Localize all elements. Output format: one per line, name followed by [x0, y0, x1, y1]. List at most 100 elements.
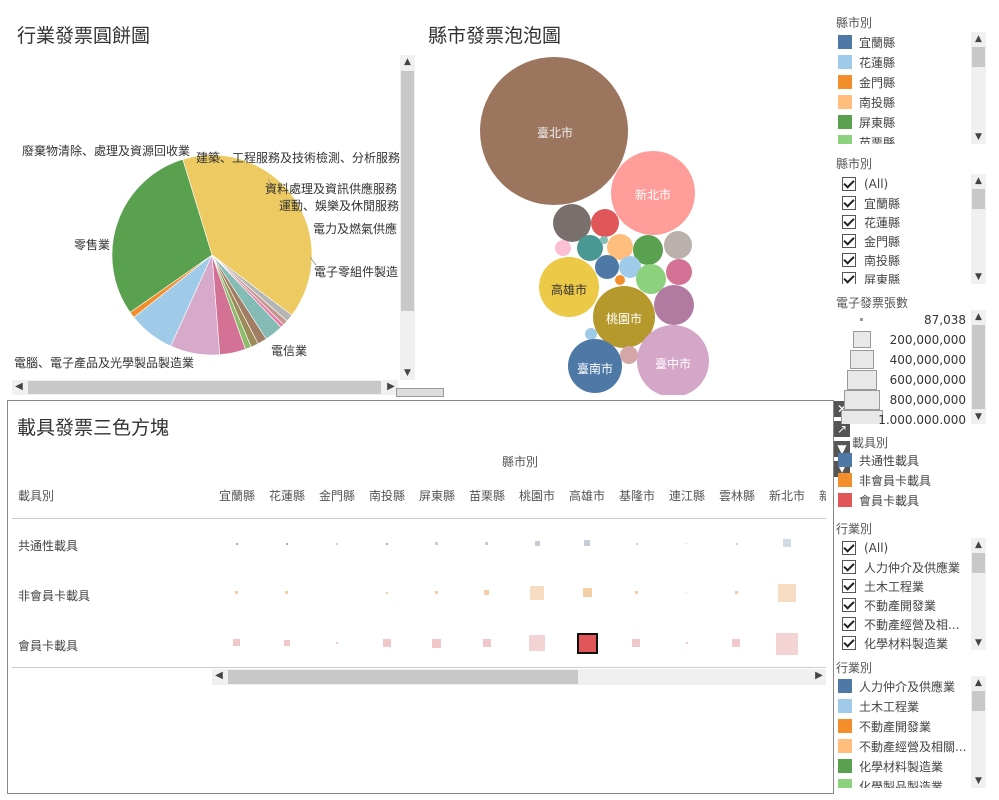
legend-item[interactable]: 南投縣: [838, 92, 895, 112]
checkbox-checked-icon[interactable]: [842, 560, 856, 574]
legend-item[interactable]: 金門縣: [838, 72, 895, 92]
filter-item[interactable]: (All): [842, 174, 888, 194]
bubble[interactable]: [654, 285, 694, 325]
scroll-right-icon[interactable]: ▶: [815, 670, 823, 681]
filter-item[interactable]: 宜蘭縣: [842, 193, 900, 213]
scroll-up-icon[interactable]: ▲: [975, 176, 982, 186]
cell-mark[interactable]: [529, 635, 545, 651]
cell-mark[interactable]: [284, 640, 290, 646]
legend-item[interactable]: 不動產開發業: [838, 716, 931, 736]
cell-mark[interactable]: [583, 588, 592, 597]
filter-item[interactable]: 人力仲介及供應業: [842, 557, 960, 577]
cell-mark[interactable]: [233, 639, 240, 646]
legend-item[interactable]: 苗栗縣: [838, 132, 895, 144]
cell-mark[interactable]: [636, 543, 638, 545]
cell-mark[interactable]: [686, 543, 687, 544]
checkbox-checked-icon[interactable]: [842, 541, 856, 555]
cell-mark[interactable]: [686, 642, 688, 644]
legend-item[interactable]: 會員卡載具: [838, 490, 919, 510]
cell-mark[interactable]: [435, 542, 438, 545]
scroll-up-icon[interactable]: ▲: [975, 540, 982, 550]
checkbox-checked-icon[interactable]: [842, 617, 856, 631]
filter-item[interactable]: 不動產經營及相...: [842, 614, 959, 634]
cell-mark-selected[interactable]: [577, 633, 598, 654]
bubble[interactable]: [595, 255, 619, 279]
cell-mark[interactable]: [530, 586, 544, 600]
legend-item[interactable]: 共通性載具: [838, 450, 919, 470]
scroll-down-icon[interactable]: ▼: [975, 776, 982, 786]
cell-mark[interactable]: [386, 592, 388, 594]
scroll-up-icon[interactable]: ▲: [975, 678, 982, 688]
bubble[interactable]: [633, 235, 663, 265]
cell-mark[interactable]: [432, 639, 441, 648]
checkbox-checked-icon[interactable]: [842, 579, 856, 593]
legend-item[interactable]: 非會員卡載具: [838, 470, 931, 490]
cell-mark[interactable]: [783, 539, 791, 547]
cell-mark[interactable]: [286, 543, 288, 545]
size-legend-scrollbar[interactable]: ▲ ▼: [971, 310, 986, 424]
scroll-left-icon[interactable]: ◀: [215, 670, 223, 681]
scroll-thumb[interactable]: [228, 670, 578, 684]
pie-slice[interactable]: [182, 154, 313, 316]
cell-mark[interactable]: [236, 543, 238, 545]
legend-item[interactable]: 化學製品製造業: [838, 776, 943, 788]
scroll-thumb[interactable]: [401, 71, 414, 311]
scroll-thumb[interactable]: [28, 381, 381, 394]
legend-item[interactable]: 花蓮縣: [838, 52, 895, 72]
pie-slice[interactable]: [111, 158, 213, 313]
filter-item[interactable]: 土木工程業: [842, 576, 924, 596]
bubble[interactable]: [607, 234, 633, 260]
bubble[interactable]: [555, 240, 571, 256]
cell-mark[interactable]: [285, 591, 288, 594]
bubble[interactable]: [553, 204, 591, 242]
legend-item[interactable]: 不動產經營及相關...: [838, 736, 966, 756]
table-horizontal-scrollbar[interactable]: ◀ ▶: [212, 669, 826, 685]
bubble[interactable]: [615, 275, 625, 285]
county-filter-scrollbar[interactable]: ▲ ▼: [971, 174, 986, 284]
bubble-taichung[interactable]: [637, 325, 709, 395]
industry-legend-scrollbar[interactable]: ▲ ▼: [971, 676, 986, 788]
scroll-thumb[interactable]: [972, 553, 985, 573]
industry-filter-scrollbar[interactable]: ▲ ▼: [971, 538, 986, 650]
checkbox-checked-icon[interactable]: [842, 177, 856, 191]
scroll-thumb[interactable]: [972, 189, 985, 209]
checkbox-checked-icon[interactable]: [842, 234, 856, 248]
filter-item[interactable]: 屏東縣: [842, 269, 900, 284]
cell-mark[interactable]: [584, 540, 590, 546]
county-legend-scrollbar[interactable]: ▲ ▼: [971, 32, 986, 144]
filter-item[interactable]: 花蓮縣: [842, 212, 900, 232]
cell-mark[interactable]: [485, 542, 488, 545]
pie-horizontal-scrollbar[interactable]: ◀ ▶: [12, 380, 398, 395]
cell-mark[interactable]: [483, 639, 491, 647]
scroll-down-icon[interactable]: ▼: [975, 412, 982, 422]
scroll-left-icon[interactable]: ◀: [15, 381, 23, 392]
scroll-down-icon[interactable]: ▼: [975, 132, 982, 142]
bubble-taoyuan[interactable]: [593, 286, 655, 348]
cell-mark[interactable]: [735, 591, 738, 594]
legend-item[interactable]: 土木工程業: [838, 696, 919, 716]
cell-mark[interactable]: [635, 591, 638, 594]
filter-item[interactable]: 金門縣: [842, 231, 900, 251]
scroll-right-icon[interactable]: ▶: [387, 381, 395, 392]
checkbox-checked-icon[interactable]: [842, 253, 856, 267]
scroll-up-icon[interactable]: ▲: [404, 57, 411, 67]
cell-mark[interactable]: [535, 541, 540, 546]
scroll-down-icon[interactable]: ▼: [975, 272, 982, 282]
legend-item[interactable]: 屏東縣: [838, 112, 895, 132]
cell-mark[interactable]: [484, 590, 489, 595]
checkbox-checked-icon[interactable]: [842, 196, 856, 210]
scroll-up-icon[interactable]: ▲: [975, 312, 982, 322]
bubble[interactable]: [636, 264, 666, 294]
checkbox-checked-icon[interactable]: [842, 215, 856, 229]
cell-mark[interactable]: [235, 591, 238, 594]
bubble[interactable]: [577, 235, 603, 261]
pie-vertical-scrollbar[interactable]: ▲ ▼: [400, 55, 415, 380]
cell-mark[interactable]: [736, 543, 738, 545]
scroll-down-icon[interactable]: ▼: [404, 368, 411, 378]
scroll-thumb[interactable]: [972, 691, 985, 711]
legend-item[interactable]: 化學材料製造業: [838, 756, 943, 776]
cell-mark[interactable]: [776, 633, 798, 655]
cell-mark[interactable]: [632, 639, 640, 647]
scroll-thumb[interactable]: [972, 325, 985, 409]
bubble[interactable]: [591, 209, 619, 237]
